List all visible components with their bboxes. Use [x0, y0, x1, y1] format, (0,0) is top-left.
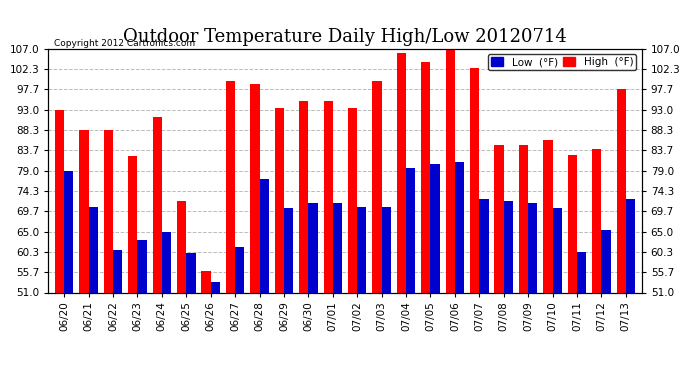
Bar — [275, 108, 284, 375]
Bar — [186, 254, 195, 375]
Bar — [470, 68, 480, 375]
Bar — [397, 53, 406, 375]
Bar — [333, 203, 342, 375]
Bar — [480, 199, 489, 375]
Bar — [201, 271, 210, 375]
Bar — [455, 162, 464, 375]
Bar — [250, 84, 259, 375]
Bar — [617, 89, 626, 375]
Bar — [553, 208, 562, 375]
Bar — [602, 230, 611, 375]
Bar — [357, 207, 366, 375]
Bar — [592, 149, 602, 375]
Bar — [568, 155, 577, 375]
Bar — [348, 108, 357, 375]
Bar — [113, 250, 122, 375]
Bar — [259, 179, 269, 375]
Bar — [373, 81, 382, 375]
Bar — [79, 130, 88, 375]
Bar — [431, 164, 440, 375]
Bar — [299, 101, 308, 375]
Bar — [128, 156, 137, 375]
Bar — [55, 110, 64, 375]
Text: Copyright 2012 Cartronics.com: Copyright 2012 Cartronics.com — [55, 39, 195, 48]
Bar — [235, 247, 244, 375]
Bar — [421, 62, 431, 375]
Bar — [406, 168, 415, 375]
Bar — [284, 209, 293, 375]
Bar — [137, 240, 147, 375]
Bar — [152, 117, 162, 375]
Bar — [162, 232, 171, 375]
Title: Outdoor Temperature Daily High/Low 20120714: Outdoor Temperature Daily High/Low 20120… — [123, 28, 567, 46]
Bar — [504, 201, 513, 375]
Bar — [308, 203, 317, 375]
Bar — [64, 171, 73, 375]
Bar — [88, 207, 98, 375]
Legend: Low  (°F), High  (°F): Low (°F), High (°F) — [488, 54, 636, 70]
Bar — [226, 81, 235, 375]
Bar — [210, 282, 220, 375]
Bar — [528, 203, 538, 375]
Bar — [324, 101, 333, 375]
Bar — [104, 130, 113, 375]
Bar — [543, 140, 553, 375]
Bar — [446, 49, 455, 375]
Bar — [177, 201, 186, 375]
Bar — [577, 252, 586, 375]
Bar — [382, 207, 391, 375]
Bar — [495, 144, 504, 375]
Bar — [626, 199, 635, 375]
Bar — [519, 145, 528, 375]
